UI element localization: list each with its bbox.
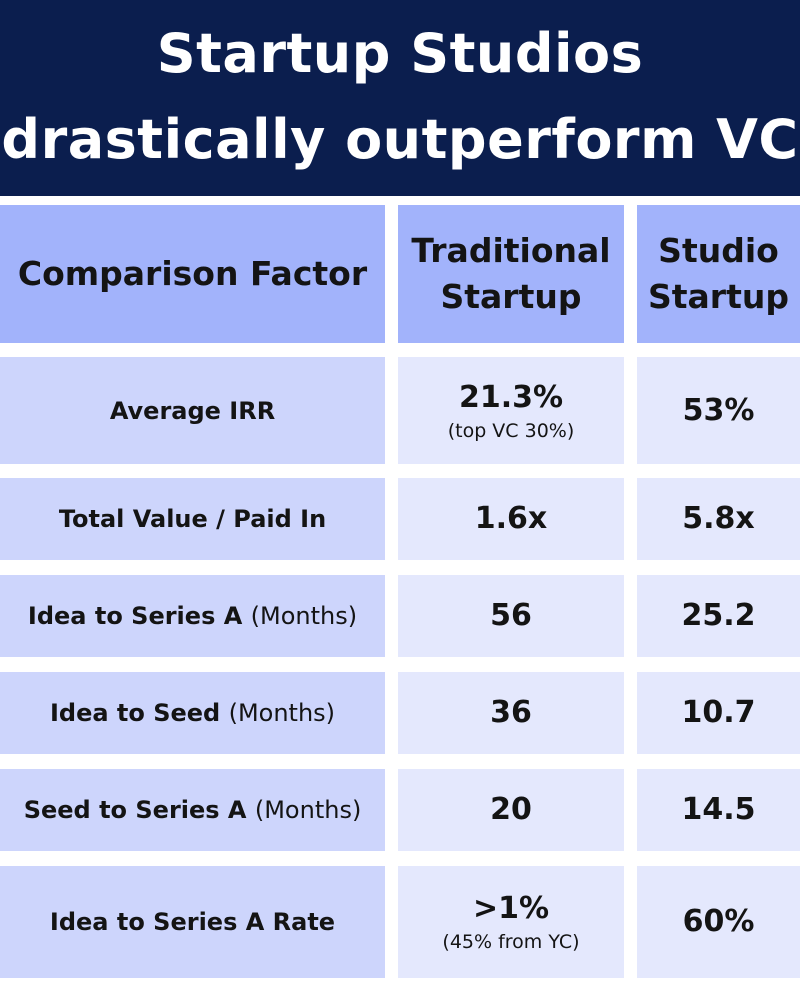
table-row-factor: Seed to Series A (Months): [0, 769, 385, 851]
table-row-studio: 5.8x: [637, 478, 800, 560]
header-comparison-factor: Comparison Factor: [0, 205, 385, 343]
table-row-traditional: 20: [398, 769, 624, 851]
table-row-traditional: 1.6x: [398, 478, 624, 560]
factor-label: Average IRR: [109, 396, 276, 425]
factor-label: Idea to Series A Rate: [49, 908, 336, 936]
header-studio-line1: Studio: [658, 230, 779, 270]
table-row-studio: 53%: [637, 357, 800, 464]
traditional-note: (45% from YC): [442, 931, 580, 953]
table-row-factor: Idea to Series A Rate: [0, 866, 385, 978]
factor-label: Total Value / Paid In: [58, 505, 327, 533]
factor-label: Idea to Seed: [49, 699, 221, 727]
traditional-value: 1.6x: [474, 501, 548, 536]
table-row-studio: 60%: [637, 866, 800, 978]
title-line-2: drastically outperform VC: [1, 108, 799, 171]
factor-label: Seed to Series A: [23, 796, 247, 824]
title-line-1: Startup Studios: [156, 22, 644, 85]
header-traditional-line1: Traditional: [411, 230, 611, 270]
studio-value: 53%: [682, 392, 755, 428]
traditional-value: 21.3%: [458, 379, 564, 415]
header-studio-startup: Studio Startup: [637, 205, 800, 343]
header-factor-label: Comparison Factor: [17, 253, 368, 293]
header-studio-line2: Startup: [648, 277, 789, 316]
header-traditional-line2: Startup: [440, 277, 582, 316]
studio-value: 25.2: [681, 598, 756, 633]
factor-unit: (Months): [228, 699, 336, 727]
table-row-factor: Idea to Seed (Months): [0, 672, 385, 754]
factor-label: Idea to Series A: [27, 602, 243, 630]
traditional-value: 56: [490, 598, 532, 633]
table-row-traditional: 36: [398, 672, 624, 754]
table-row-traditional: 21.3% (top VC 30%): [398, 357, 624, 464]
traditional-value: 20: [490, 792, 532, 827]
table-row-studio: 10.7: [637, 672, 800, 754]
traditional-note: (top VC 30%): [447, 419, 575, 442]
studio-value: 5.8x: [682, 501, 755, 536]
studio-value: 60%: [682, 904, 755, 939]
table-row-factor: Idea to Series A (Months): [0, 575, 385, 657]
table-row-traditional: 56: [398, 575, 624, 657]
table-row-studio: 25.2: [637, 575, 800, 657]
title-banner: Startup Studios drastically outperform V…: [0, 0, 800, 196]
header-traditional-startup: Traditional Startup: [398, 205, 624, 343]
table-row-traditional: >1% (45% from YC): [398, 866, 624, 978]
studio-value: 10.7: [681, 695, 756, 730]
table-row-factor: Average IRR: [0, 357, 385, 464]
factor-unit: (Months): [254, 796, 362, 824]
studio-value: 14.5: [681, 792, 756, 827]
factor-unit: (Months): [250, 602, 358, 630]
traditional-value: 36: [490, 695, 532, 730]
table-row-studio: 14.5: [637, 769, 800, 851]
traditional-value: >1%: [472, 891, 550, 926]
table-row-factor: Total Value / Paid In: [0, 478, 385, 560]
